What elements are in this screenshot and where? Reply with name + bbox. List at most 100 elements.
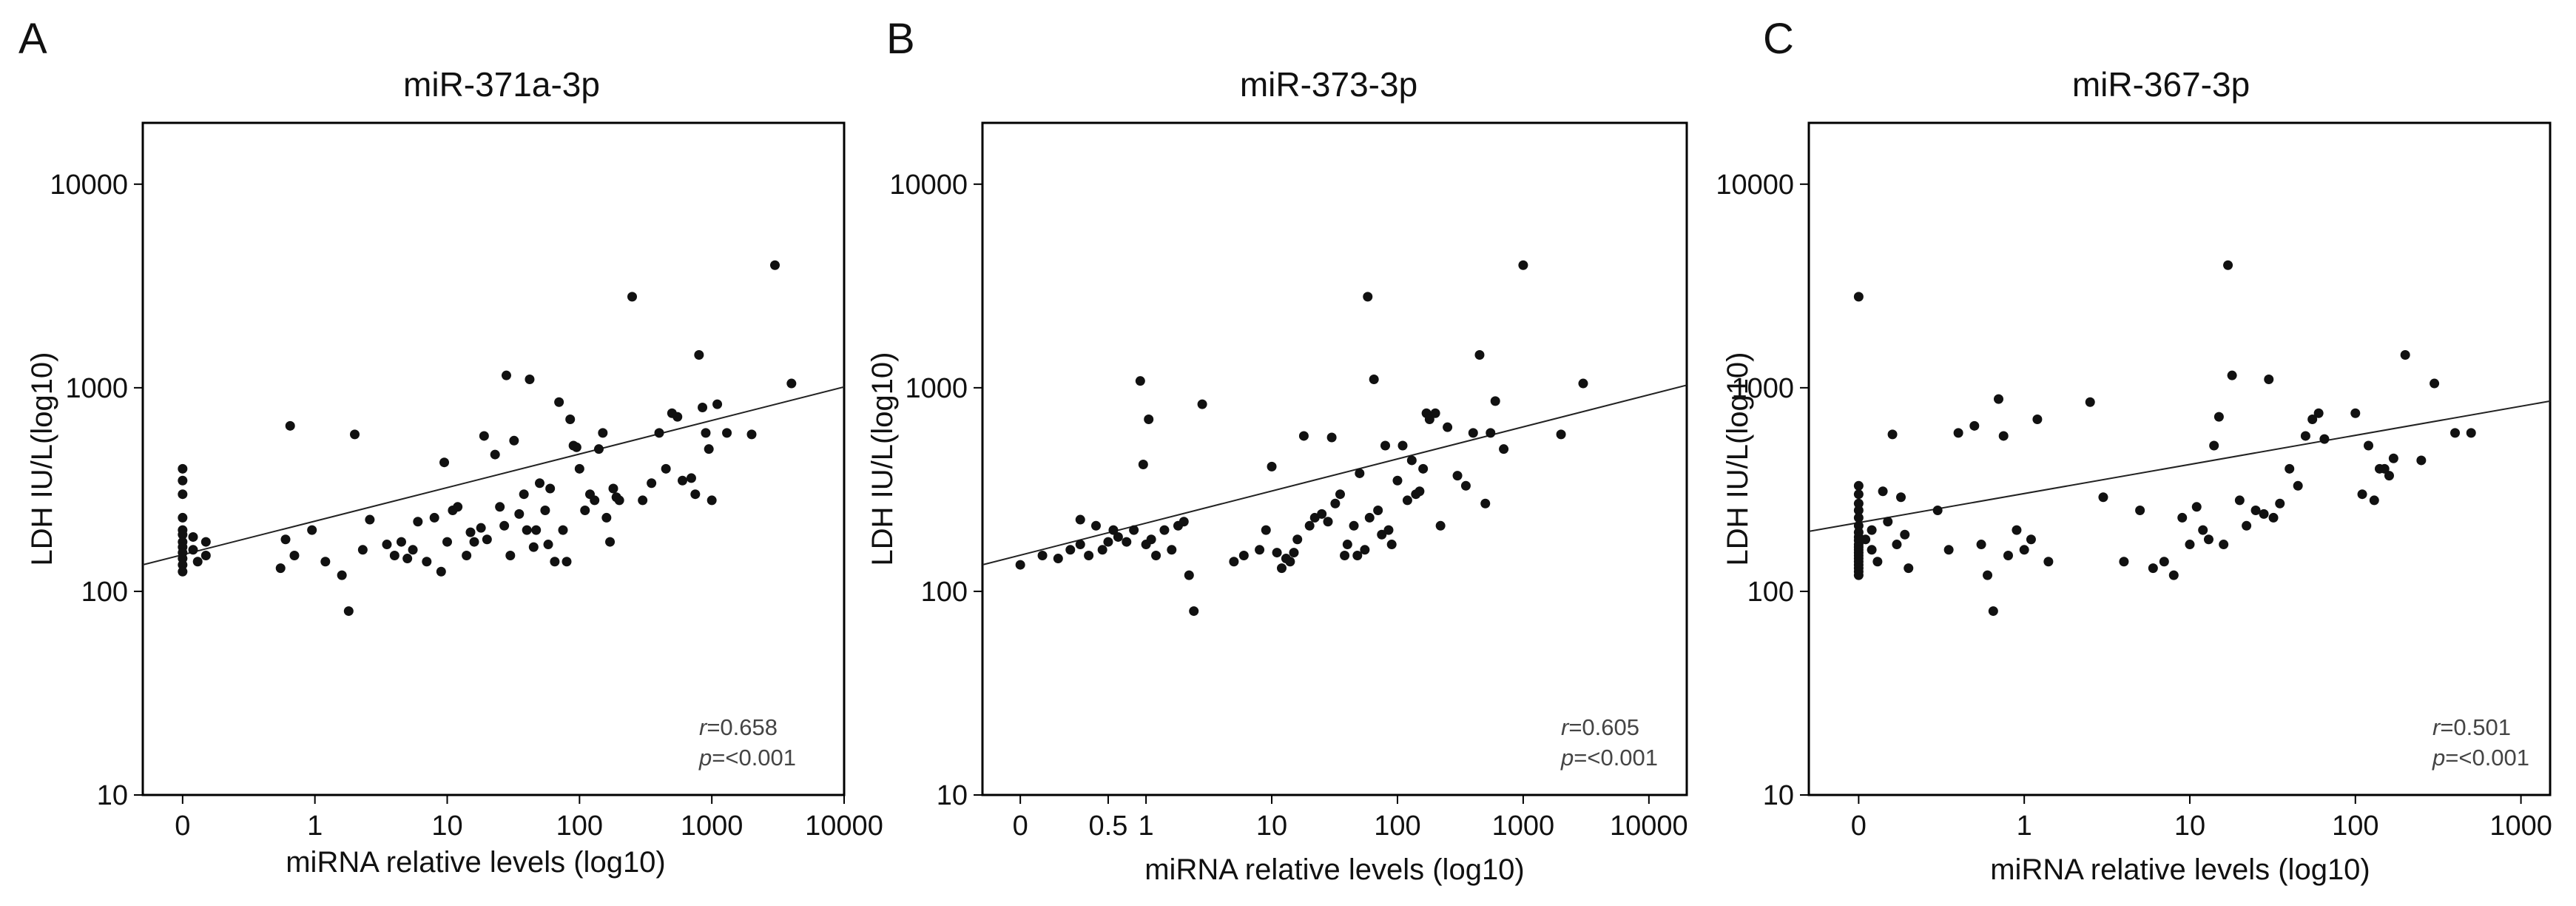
panel-c-regression-line [1809,400,2550,532]
panel-b-data-point [1097,545,1107,555]
panel-b-data-point [1490,396,1500,406]
panel-b-x-tick-label-0: 0 [1013,811,1028,842]
panel-c-data-point [2213,412,2224,422]
panel-a-data-point [605,537,616,547]
panel-b-data-point [1298,431,1309,441]
panel-a-data-point [608,483,618,494]
panel-b-x-tick-label-4: 100 [1374,811,1420,842]
panel-a-data-point [200,550,211,560]
panel-b-data-point [1435,520,1446,531]
panel-b-data-point [1460,480,1471,491]
panel-c-data-point [2012,525,2022,535]
panel-b: B miR-373-3p 10 100 1000 10000 0 0.5 1 10 100 100… [866,15,1688,886]
panel-a-data-point [350,429,360,440]
panel-a-data-point [499,520,510,531]
panel-a-data-point [178,566,188,577]
panel-b-data-point [1402,495,1412,506]
panel-b-data-point [1418,463,1429,474]
panel-a-title: miR-371a-3p [403,65,600,104]
panel-c-data-point [2350,408,2361,418]
panel-a-data-point [677,475,687,486]
panel-a-data-point [479,431,489,441]
panel-c-data-point [2203,534,2213,545]
panel-a-data-point [525,374,535,384]
panel-b-data-point [1360,545,1370,555]
panel-a-data-point [178,463,188,474]
panel-b-data-point [1323,517,1333,527]
panel-a-data-point [769,260,780,270]
panel-a-data-point [280,534,291,545]
panel-b-data-point [1342,540,1352,550]
panel-c-y-tick-label-1: 100 [1747,577,1794,608]
panel-b-data-point [1229,557,1239,567]
panel-b-stat-r: r=0.605 [1561,714,1639,740]
panel-a-data-point [598,428,608,438]
panel-a-x-tick-label-4: 1000 [681,811,744,842]
panel-a-data-point [490,449,500,460]
panel-c-letter: C [1763,15,1794,63]
panel-a-data-point [686,473,696,483]
panel-b-data-point [1355,468,1365,478]
panel-c-data-point [2259,509,2269,519]
panel-a-data-point [476,523,486,533]
panel-a-data-point [545,483,556,494]
panel-b-title: miR-373-3p [1240,65,1417,104]
panel-b-y-tick-label-1: 100 [921,577,968,608]
panel-c-data-point [2223,260,2233,270]
panel-a-data-point [413,517,423,527]
panel-c-data-point [2364,440,2374,451]
panel-a-data-point [540,505,550,515]
panel-c-y-axis-label: LDH IU/L(log10) [1722,352,1754,566]
panel-b-data-point [1285,557,1295,567]
panel-a-data-point [558,525,568,535]
panel-a-data-point [422,557,432,567]
panel-a-data-point [550,557,560,567]
panel-a-letter: A [18,15,47,63]
panel-a-data-point [543,540,553,550]
panel-b-data-point [1397,440,1408,451]
panel-b-data-point [1363,292,1373,302]
panel-c-data-point [2003,550,2013,560]
panel-a-data-point [638,495,648,506]
panel-a-data-point [627,292,637,302]
panel-c-data-point [1943,545,1954,555]
panel-c-stat-p: p=<0.001 [2432,745,2529,771]
panel-a-data-point [590,495,600,506]
panel-c-data-point [1867,545,1877,555]
panel-c-data-point [1853,489,1864,500]
panel-a-y-tick-label-1: 100 [81,577,128,608]
panel-c-data-point [2268,512,2279,523]
panel-c-x-tick-label-3: 100 [2332,811,2378,842]
panel-c-y-tick-label-0: 10 [1763,780,1794,811]
panel-a-data-point [707,495,717,506]
panel-c-data-point [2032,414,2043,424]
panel-a-data-point [188,531,198,542]
panel-c-data-point [1887,429,1898,440]
panel-a-data-point [647,478,657,489]
panel-a-data-point [746,429,757,440]
panel-a-data-point [289,550,300,560]
panel-a-data-point [654,428,664,438]
panel-b-data-point [1037,550,1048,560]
panel-a-data-point [365,514,375,525]
panel-b-y-tick-label-2: 1000 [905,373,968,404]
panel-a-data-point [436,566,446,577]
panel-a-data-point [601,512,612,523]
panel-b-data-point [1317,509,1327,519]
panel-c: C miR-367-3p 10 100 1000 10000 0 1 10 100 1000 m… [1716,15,2552,886]
panel-b-data-point [1392,475,1403,486]
panel-c-data-point [2388,453,2398,463]
panel-b-data-point [1352,550,1363,560]
panel-b-data-point [1113,531,1123,542]
panel-a-data-point [509,435,519,446]
panel-a-x-axis-label: miRNA relative levels (log10) [286,846,666,879]
panel-a-data-point [712,399,723,409]
panel-c-data-point [2135,505,2145,515]
panel-a-data-point [343,606,354,617]
panel-b-data-point [1090,520,1101,531]
panel-c-data-point [2119,557,2129,567]
panel-a-data-point [389,550,399,560]
panel-b-data-point [1335,489,1345,500]
panel-c-x-tick-label-0: 0 [1851,811,1867,842]
panel-a-data-point [178,489,188,500]
